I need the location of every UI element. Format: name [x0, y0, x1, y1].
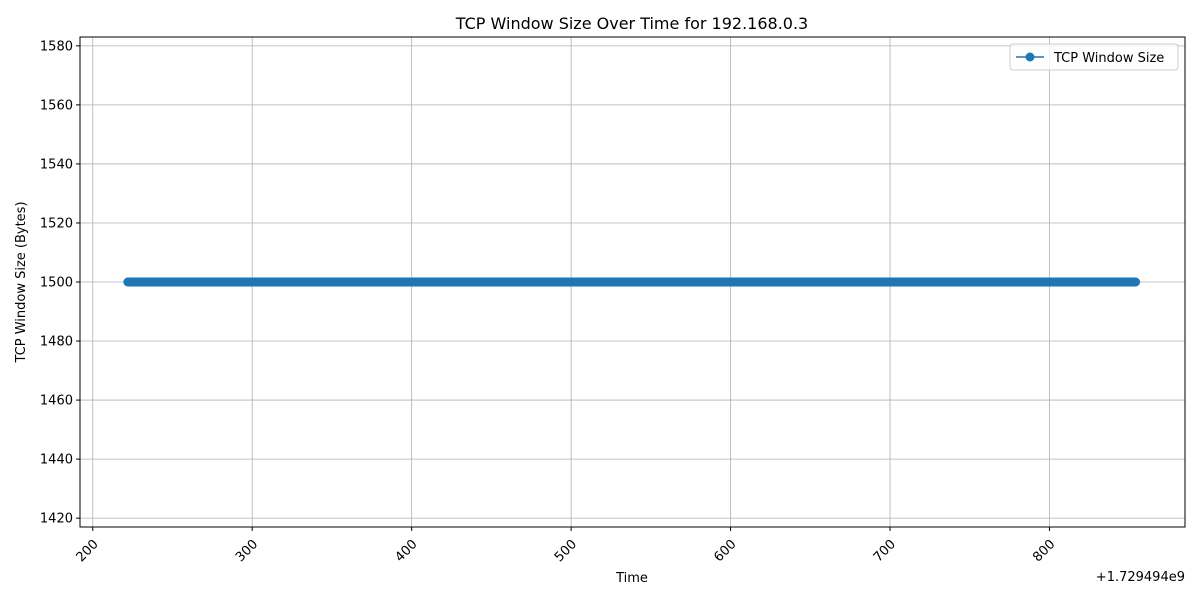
x-tick-label: 300	[233, 537, 261, 565]
y-axis-title: TCP Window Size (Bytes)	[14, 201, 29, 363]
x-tick-label: 500	[552, 537, 580, 565]
x-tick-label: 600	[711, 537, 739, 565]
y-tick-label: 1580	[40, 39, 73, 54]
y-tick-label: 1440	[40, 453, 73, 468]
y-axis: 1420 1440 1460 1480 1500 1520 1540 1560 1580	[40, 39, 80, 527]
data-point	[1131, 277, 1141, 287]
x-offset-text: +1.729494e9	[1096, 570, 1185, 585]
y-tick-label: 1540	[40, 157, 73, 172]
legend: TCP Window Size	[1009, 43, 1179, 71]
legend-marker	[1025, 52, 1035, 62]
legend-label: TCP Window Size	[1053, 51, 1164, 66]
x-tick-label: 200	[74, 537, 102, 565]
x-axis: 200 300 400 500 600 700 800	[74, 527, 1058, 565]
x-tick-label: 800	[1030, 537, 1058, 565]
x-axis-title: Time	[615, 571, 648, 586]
legend-box	[1009, 43, 1179, 71]
y-tick-label: 1500	[40, 276, 73, 291]
series-layer	[123, 277, 1141, 287]
y-tick-label: 1480	[40, 335, 73, 350]
x-tick-label: 400	[392, 537, 420, 565]
chart-title: TCP Window Size Over Time for 192.168.0.…	[455, 14, 808, 33]
y-tick-label: 1420	[40, 512, 73, 527]
y-tick-label: 1460	[40, 394, 73, 409]
y-tick-label: 1560	[40, 98, 73, 113]
y-tick-label: 1520	[40, 216, 73, 231]
x-tick-label: 700	[871, 537, 899, 565]
